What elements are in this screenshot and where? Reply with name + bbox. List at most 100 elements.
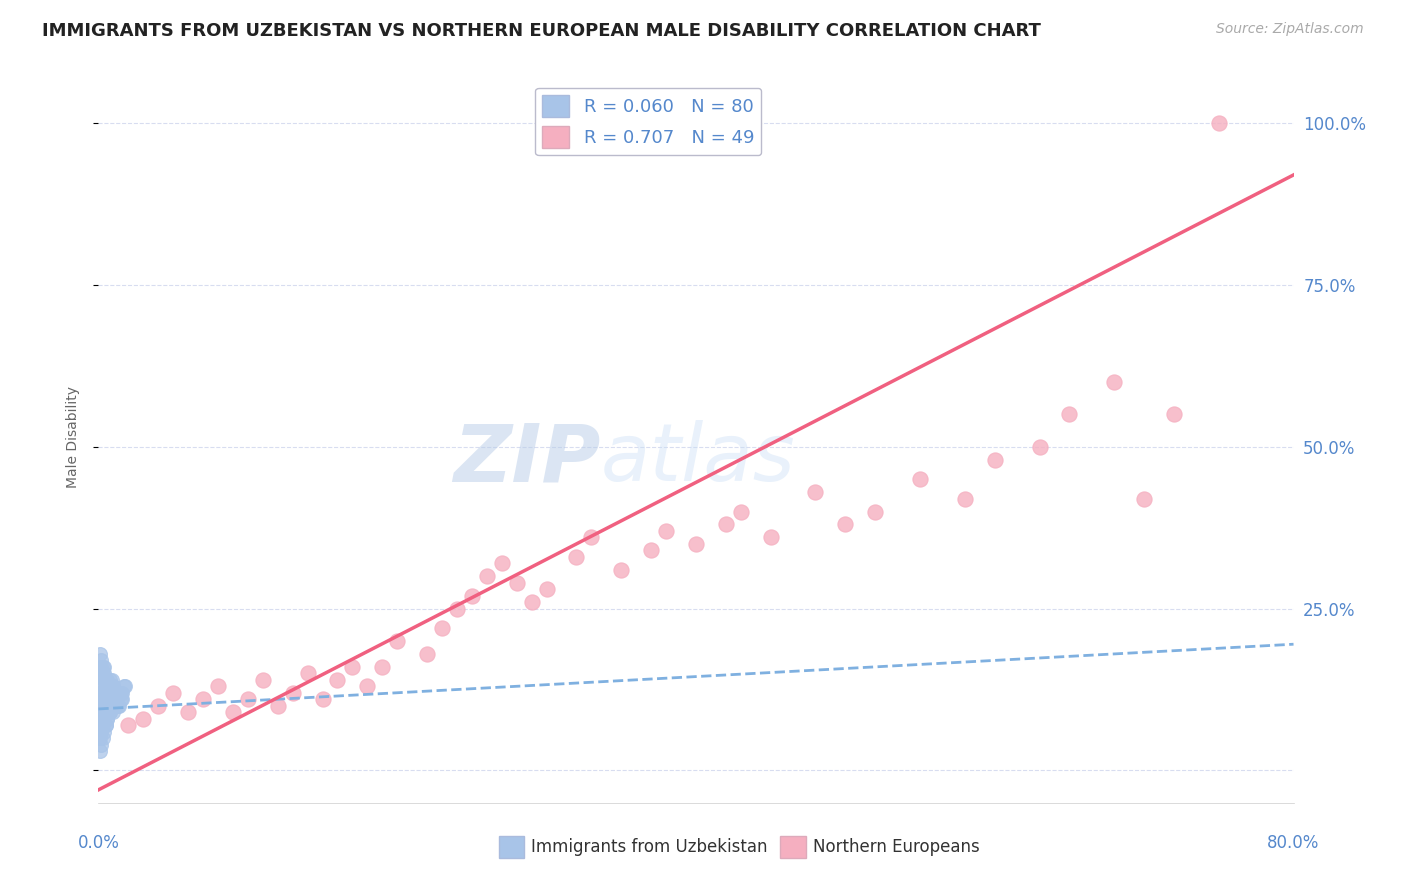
Point: [89, 712, 111, 726]
Point: [132, 712, 155, 726]
Point: [1133, 491, 1156, 506]
Point: [94, 718, 117, 732]
Point: [105, 686, 128, 700]
Point: [90, 653, 112, 667]
Point: [520, 595, 543, 609]
Point: [101, 673, 124, 687]
Point: [108, 686, 131, 700]
Point: [104, 698, 127, 713]
Point: [191, 692, 214, 706]
Text: Source: ZipAtlas.com: Source: ZipAtlas.com: [1216, 22, 1364, 37]
Point: [90, 673, 112, 687]
Point: [610, 563, 633, 577]
Point: [91, 679, 114, 693]
Point: [506, 575, 529, 590]
Point: [103, 679, 125, 693]
Text: Northern Europeans: Northern Europeans: [813, 838, 980, 856]
Point: [97, 705, 120, 719]
Point: [1163, 408, 1185, 422]
Point: [110, 686, 132, 700]
Text: atlas: atlas: [600, 420, 796, 498]
Point: [148, 698, 170, 713]
Point: [111, 686, 134, 700]
Point: [110, 692, 132, 706]
Point: [759, 530, 782, 544]
Point: [101, 698, 124, 713]
Legend: R = 0.060   N = 80, R = 0.707   N = 49: R = 0.060 N = 80, R = 0.707 N = 49: [534, 87, 762, 155]
Point: [236, 692, 259, 706]
Point: [96, 686, 118, 700]
Point: [908, 472, 931, 486]
Point: [103, 679, 125, 693]
Point: [91, 712, 114, 726]
Point: [207, 679, 229, 693]
Point: [281, 686, 304, 700]
Point: [90, 738, 112, 752]
Text: IMMIGRANTS FROM UZBEKISTAN VS NORTHERN EUROPEAN MALE DISABILITY CORRELATION CHAR: IMMIGRANTS FROM UZBEKISTAN VS NORTHERN E…: [42, 22, 1040, 40]
Point: [105, 692, 128, 706]
Point: [91, 660, 114, 674]
Point: [714, 517, 737, 532]
Point: [1059, 408, 1081, 422]
Point: [89, 744, 111, 758]
Point: [101, 686, 124, 700]
Point: [89, 686, 111, 700]
Point: [90, 686, 112, 700]
Point: [103, 692, 125, 706]
Point: [804, 485, 827, 500]
Point: [385, 634, 409, 648]
Point: [416, 647, 439, 661]
Point: [97, 705, 120, 719]
Point: [536, 582, 558, 597]
Point: [1028, 440, 1050, 454]
Point: [89, 666, 111, 681]
Point: [90, 698, 112, 713]
Point: [93, 666, 115, 681]
Point: [730, 504, 752, 518]
Point: [104, 692, 127, 706]
Point: [96, 679, 118, 693]
Point: [953, 491, 976, 506]
Point: [90, 712, 112, 726]
Point: [96, 673, 118, 687]
Point: [100, 673, 122, 687]
Point: [91, 666, 114, 681]
Point: [93, 673, 115, 687]
Point: [91, 705, 114, 719]
Point: [93, 660, 115, 674]
Point: [100, 679, 122, 693]
Point: [100, 705, 122, 719]
Point: [984, 452, 1007, 467]
Point: [104, 686, 127, 700]
Point: [326, 673, 349, 687]
Point: [491, 557, 513, 571]
Point: [107, 686, 129, 700]
Point: [1104, 375, 1126, 389]
Point: [89, 698, 111, 713]
Text: ZIP: ZIP: [453, 420, 600, 498]
Point: [90, 660, 112, 674]
Point: [581, 530, 603, 544]
Point: [371, 660, 394, 674]
Point: [640, 543, 662, 558]
Point: [94, 718, 117, 732]
Point: [105, 698, 128, 713]
Point: [97, 679, 120, 693]
Point: [834, 517, 856, 532]
Point: [311, 692, 333, 706]
Point: [100, 692, 122, 706]
Point: [117, 718, 139, 732]
Point: [475, 569, 498, 583]
Point: [430, 621, 453, 635]
Point: [89, 731, 111, 745]
Point: [111, 692, 134, 706]
Point: [107, 698, 129, 713]
Point: [93, 698, 115, 713]
Point: [112, 679, 135, 693]
Point: [461, 589, 484, 603]
Point: [356, 679, 378, 693]
Point: [96, 698, 118, 713]
Point: [96, 712, 118, 726]
Point: [865, 504, 887, 518]
Point: [93, 712, 115, 726]
